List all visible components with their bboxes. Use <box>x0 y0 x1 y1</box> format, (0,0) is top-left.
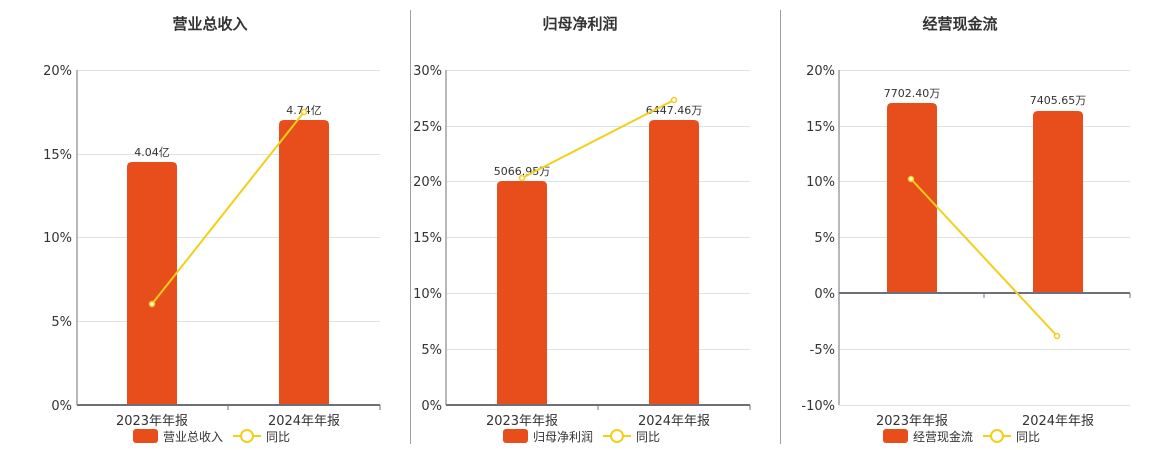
yoy-point <box>518 174 526 182</box>
grid-lines <box>839 70 1130 406</box>
line-legend-marker-icon <box>983 429 1012 443</box>
bar-value-label: 5066.95万 <box>494 165 551 178</box>
yoy-point <box>670 96 678 104</box>
yoy-point <box>907 175 915 183</box>
bars <box>127 120 329 405</box>
legend-line-label[interactable]: 同比 <box>266 429 291 444</box>
x-tick-label: 2024年年报 <box>268 414 340 429</box>
yoy-line <box>521 99 675 179</box>
chart-panel-operating-cash-flow: 经营现金流 20% 15% 10% 5% 0% -5% -10% <box>780 0 1160 450</box>
bars <box>887 103 1083 293</box>
y-tick-label: 20% <box>413 175 442 190</box>
x-tick-labels: 2023年年报 2024年年报 <box>486 414 710 429</box>
bar-2023 <box>497 181 547 405</box>
y-tick-label: 10% <box>806 175 835 190</box>
chart-legend[interactable]: 营业总收入 同比 <box>133 428 290 444</box>
y-tick-label: 30% <box>413 64 442 79</box>
bar-2024 <box>649 120 699 405</box>
grid-lines <box>77 70 380 322</box>
legend-line-label[interactable]: 同比 <box>1016 429 1041 444</box>
y-tick-label: 15% <box>43 148 72 163</box>
yoy-point <box>300 108 308 116</box>
revenue-chart-plot: 20% 15% 10% 5% 0% 2023年年报 2024年年报 4.04亿 … <box>43 64 381 429</box>
y-tick-label: 0% <box>421 399 442 414</box>
yoy-line <box>910 178 1058 337</box>
yoy-point <box>148 300 156 308</box>
x-tick-label: 2023年年报 <box>116 414 188 429</box>
bar-value-labels: 7702.40万 7405.65万 <box>884 87 1087 107</box>
bar-value-label: 7405.65万 <box>1030 94 1087 107</box>
y-tick-label: 5% <box>814 231 835 246</box>
chart-panel-revenue: 营业总收入 20% 15% 10% 5% 0% 2023年年报 2024年年报 <box>0 0 400 450</box>
y-tick-label: 5% <box>421 343 442 358</box>
bar-2024 <box>279 120 329 405</box>
y-tick-label: 5% <box>51 315 72 330</box>
x-tick-label: 2023年年报 <box>486 414 558 429</box>
y-tick-labels: 20% 15% 10% 5% 0% <box>43 64 72 414</box>
chart-panel-net-profit: 归母净利润 30% 25% 20% 15% 10% 5% 0% <box>400 0 780 450</box>
line-legend-marker-icon <box>603 429 632 443</box>
chart-legend[interactable]: 归母净利润 同比 <box>503 428 660 444</box>
y-tick-label: 25% <box>413 120 442 135</box>
bar-value-labels: 4.04亿 4.74亿 <box>134 104 322 159</box>
net-profit-chart-plot: 30% 25% 20% 15% 10% 5% 0% 2023年年报 2024年年… <box>413 64 751 429</box>
y-tick-label: 15% <box>806 120 835 135</box>
y-tick-label: 0% <box>814 287 835 302</box>
y-tick-labels: 30% 25% 20% 15% 10% 5% 0% <box>413 64 442 414</box>
grid-lines <box>446 70 750 350</box>
yoy-point <box>1053 332 1061 340</box>
legend-bar-label[interactable]: 营业总收入 <box>163 429 224 444</box>
bars <box>497 120 699 405</box>
y-tick-label: 0% <box>51 399 72 414</box>
chart-title: 经营现金流 <box>922 15 998 33</box>
x-tick-label: 2024年年报 <box>638 414 710 429</box>
yoy-line <box>151 111 305 305</box>
bar-legend-swatch-icon <box>883 429 908 443</box>
y-tick-label: -10% <box>801 399 835 414</box>
panel-divider-2 <box>780 10 781 444</box>
legend-line-label[interactable]: 同比 <box>636 429 661 444</box>
bar-value-label: 4.04亿 <box>134 146 170 159</box>
x-tick-label: 2023年年报 <box>876 414 948 429</box>
legend-bar-label[interactable]: 归母净利润 <box>533 429 594 444</box>
y-tick-label: 10% <box>43 231 72 246</box>
x-tick-labels: 2023年年报 2024年年报 <box>876 414 1094 429</box>
bar-2024 <box>1033 111 1083 293</box>
bar-2023 <box>887 103 937 293</box>
bar-value-label: 7702.40万 <box>884 87 941 100</box>
y-tick-label: 15% <box>413 231 442 246</box>
legend-bar-label[interactable]: 经营现金流 <box>913 429 974 444</box>
y-tick-label: 20% <box>806 64 835 79</box>
y-tick-label: -5% <box>810 343 835 358</box>
bar-legend-swatch-icon <box>503 429 528 443</box>
y-tick-labels: 20% 15% 10% 5% 0% -5% -10% <box>801 64 835 414</box>
x-tick-labels: 2023年年报 2024年年报 <box>116 414 340 429</box>
y-tick-label: 20% <box>43 64 72 79</box>
cash-flow-chart-plot: 20% 15% 10% 5% 0% -5% -10% 2023年年报 2024年… <box>801 64 1131 429</box>
chart-title: 营业总收入 <box>172 15 248 33</box>
bar-legend-swatch-icon <box>133 429 158 443</box>
y-tick-label: 10% <box>413 287 442 302</box>
x-tick-label: 2024年年报 <box>1022 414 1094 429</box>
bar-2023 <box>127 162 177 405</box>
chart-legend[interactable]: 经营现金流 同比 <box>883 428 1040 444</box>
panel-divider-1 <box>410 10 411 444</box>
line-legend-marker-icon <box>233 429 262 443</box>
chart-title: 归母净利润 <box>542 15 618 33</box>
